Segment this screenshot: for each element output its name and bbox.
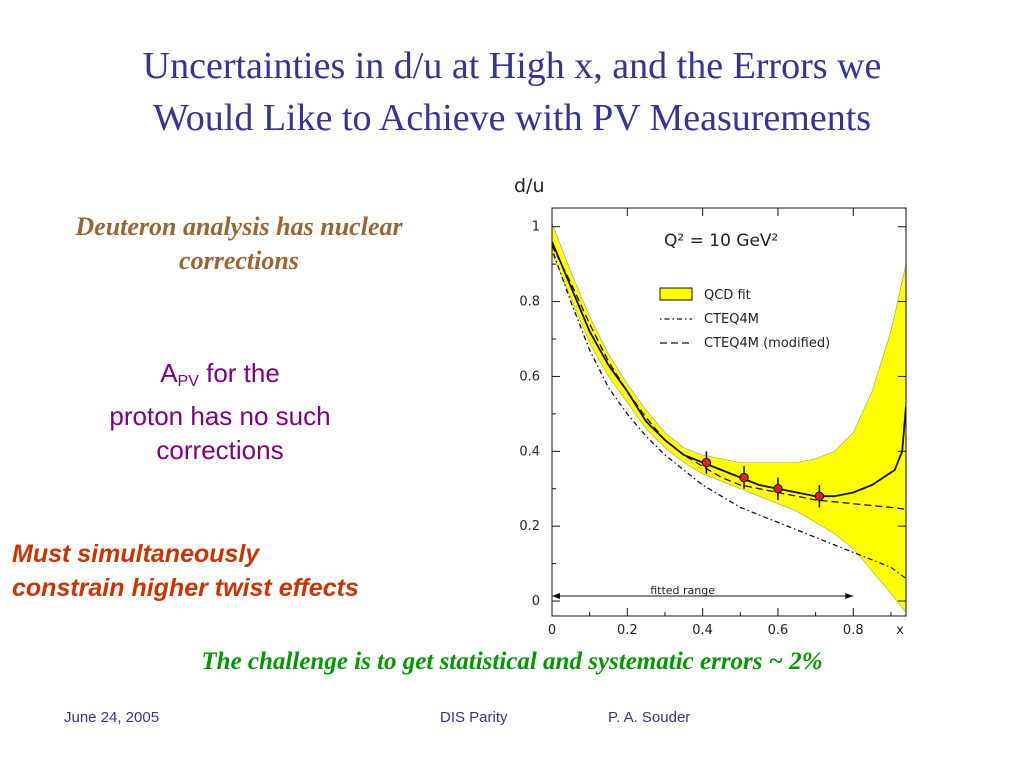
series-line-1 (552, 248, 906, 580)
x-tick-label: 0.4 (692, 623, 713, 634)
legend-swatch-qcd-fit (659, 287, 693, 301)
x-tick-label: 0.8 (843, 623, 864, 634)
y-axis-label: d/u (514, 175, 545, 197)
legend-label-2: CTEQ4M (modified) (704, 336, 830, 351)
footer-date: June 24, 2005 (64, 709, 160, 726)
x-tick-label: 0.6 (768, 623, 789, 634)
fitted-range-label: fitted range (650, 584, 715, 597)
series-line-2 (552, 245, 906, 510)
data-point (773, 484, 783, 494)
qcd-fit-band (552, 222, 906, 613)
legend-label-1: CTEQ4M (704, 312, 759, 327)
challenge-statement: The challenge is to get statistical and … (201, 648, 823, 675)
legend-label-qcd-fit: QCD fit (704, 288, 751, 303)
du-ratio-chart: 0 0.2 0.4 0.6 0.8 x 0 0.2 0.4 0.6 0.8 1 fitted range… (514, 175, 907, 634)
higher-twist-note-line-1: Must simultaneously (12, 540, 260, 568)
y-tick-label: 0.8 (519, 295, 540, 310)
data-point (814, 491, 825, 501)
data-point (739, 472, 749, 483)
q2-annotation: Q² = 10 GeV² (664, 231, 778, 251)
y-tick-label: 0.4 (519, 444, 540, 459)
deuteron-note: Deuteron analysis has nuclear correction… (14, 210, 464, 278)
y-tick-label: 0.6 (519, 369, 540, 384)
y-tick-label: 1 (532, 220, 540, 235)
y-tick-label: 0 (532, 594, 540, 609)
fitted-range-arrow-right (845, 593, 854, 600)
x-axis-end-label: x (896, 623, 904, 634)
slide-title: Uncertainties in d/u at High x, and the … (40, 40, 984, 144)
footer-author: P. A. Souder (608, 709, 691, 726)
data-point (701, 457, 712, 468)
x-tick-label: 0 (548, 623, 556, 634)
apv-note-line-3: corrections (156, 435, 284, 465)
fitted-range-arrow-left (552, 593, 560, 600)
apv-subscript: PV (177, 373, 199, 390)
deuteron-note-line-2: corrections (179, 246, 299, 275)
x-tick-label: 0.2 (617, 623, 638, 634)
apv-note: APV for the proton has no such correctio… (40, 356, 400, 467)
higher-twist-note: Must simultaneously constrain higher twi… (12, 537, 492, 605)
plot-frame (551, 207, 907, 617)
apv-note-line-2: proton has no such (109, 401, 331, 431)
title-line-2: Would Like to Achieve with PV Measuremen… (152, 97, 872, 139)
apv-symbol: A (160, 358, 178, 388)
title-line-1: Uncertainties in d/u at High x, and the … (142, 45, 882, 87)
apv-note-line-1-rest: for the (198, 358, 280, 388)
footer-title: DIS Parity (440, 709, 508, 726)
series-line-3 (552, 241, 906, 498)
higher-twist-note-line-2: constrain higher twist effects (12, 574, 359, 602)
deuteron-note-line-1: Deuteron analysis has nuclear (75, 212, 403, 241)
y-tick-label: 0.2 (519, 519, 540, 534)
apv-note-line-1: APV for the (40, 356, 400, 399)
